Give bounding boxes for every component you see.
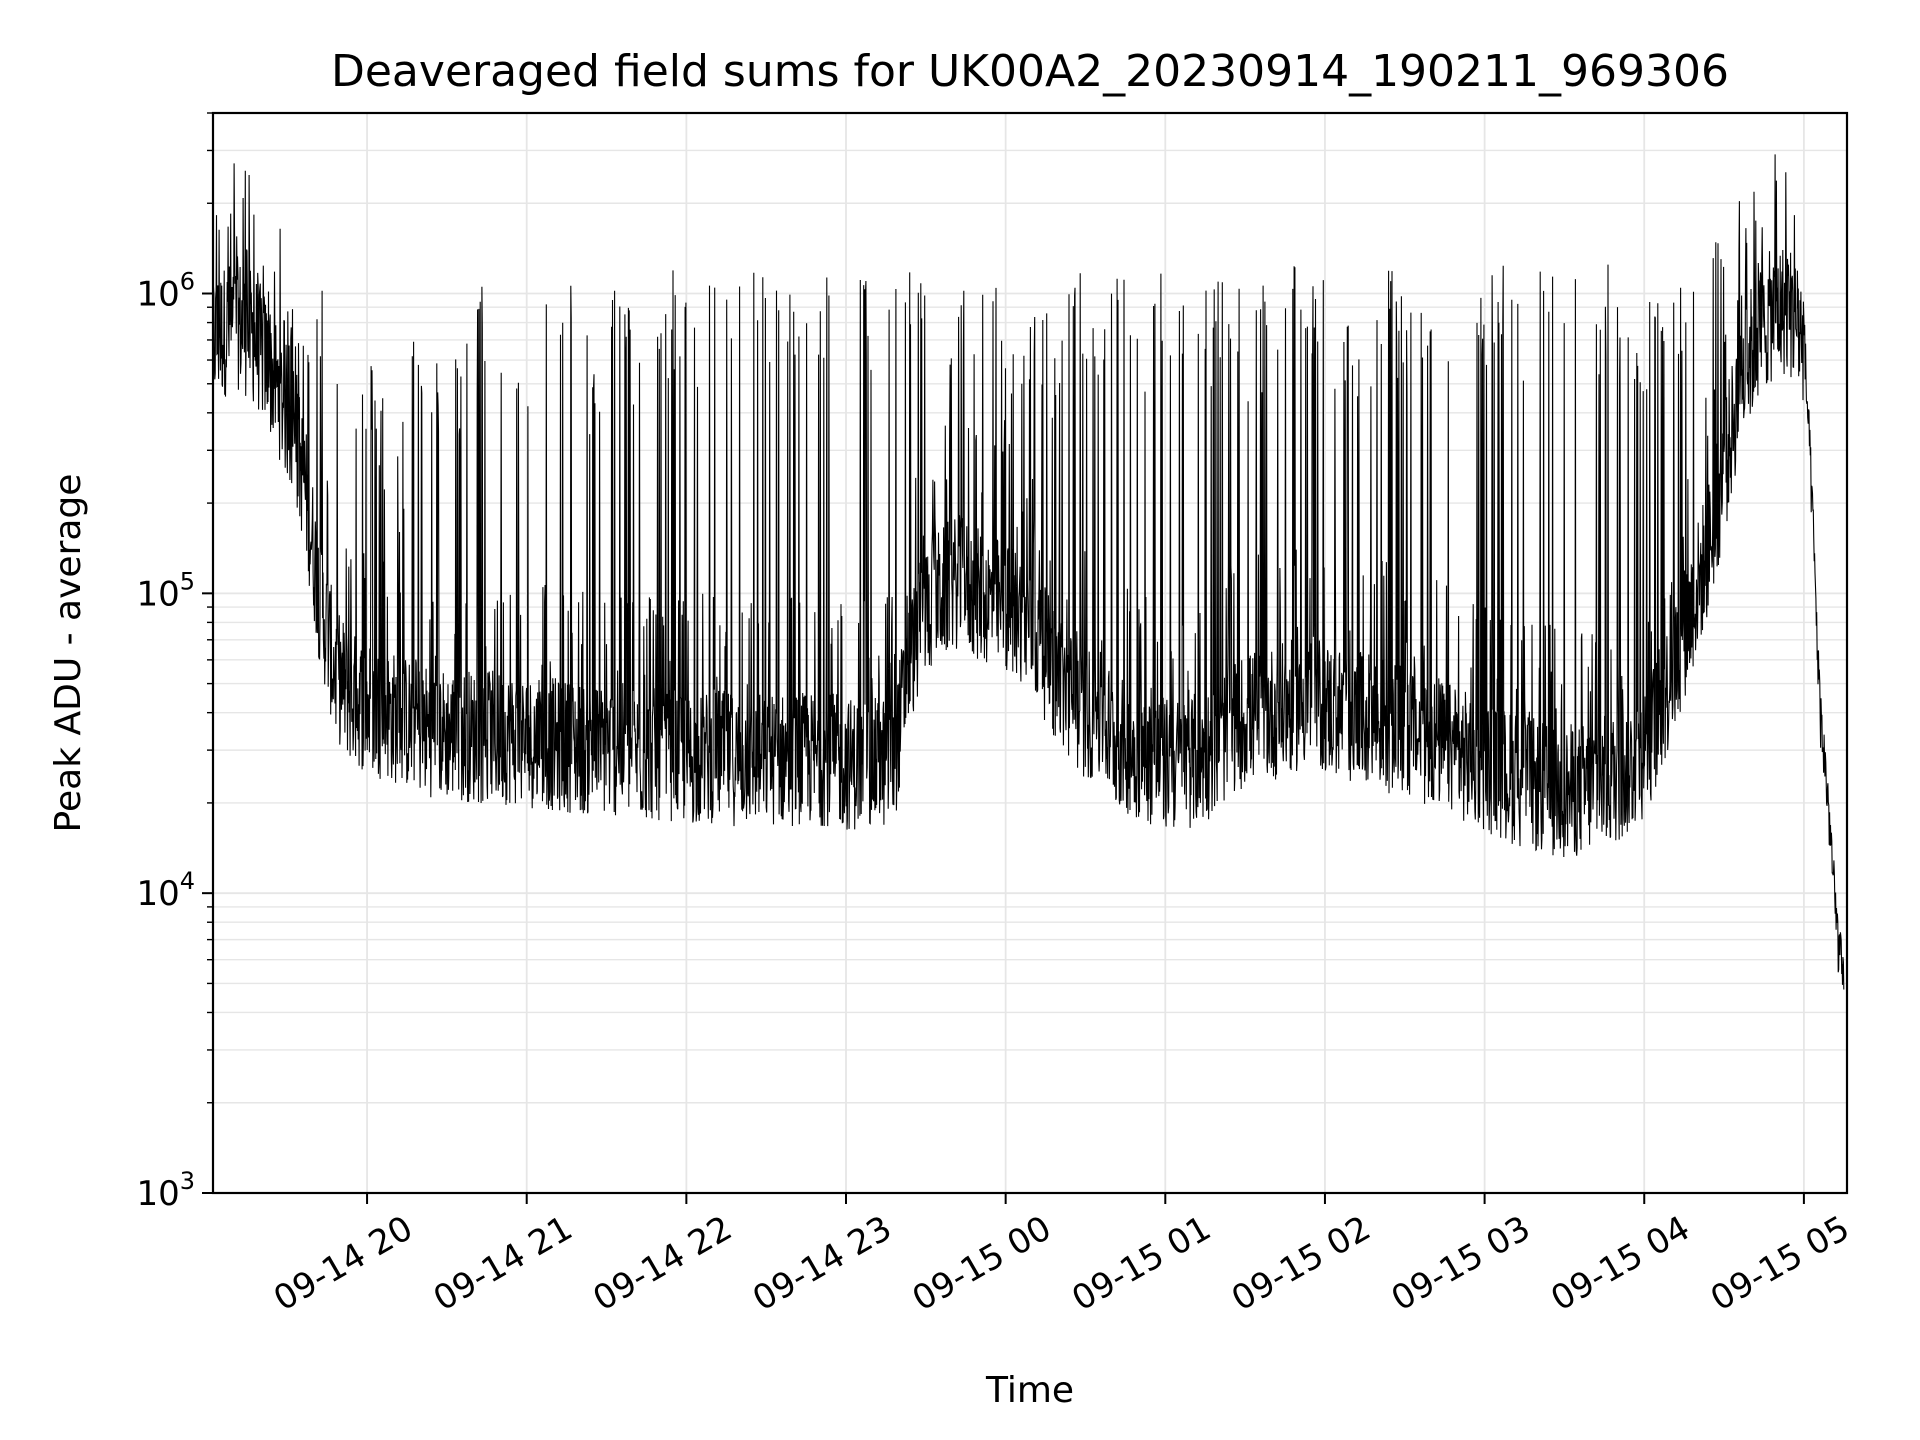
x-axis-label: Time	[985, 1370, 1074, 1411]
plot-frame	[211, 111, 1849, 1195]
y-tick-label: 106	[136, 268, 195, 315]
series-line	[213, 154, 1845, 990]
plot-area	[213, 154, 1845, 990]
y-tick-label: 103	[136, 1167, 195, 1214]
y-tick-label: 104	[136, 867, 195, 914]
y-axis: 103 104 105 106	[136, 112, 213, 1214]
y-axis-label: Peak ADU - average	[48, 474, 89, 833]
chart-title: Deaveraged field sums for UK00A2_2023091…	[331, 46, 1729, 97]
y-tick-label: 105	[136, 567, 195, 614]
